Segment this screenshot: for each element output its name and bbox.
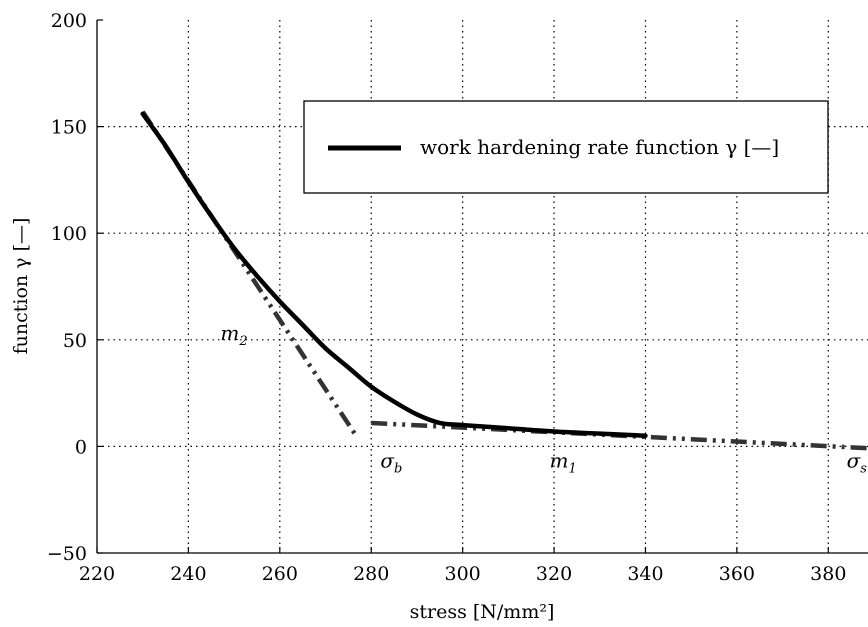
x-tick-label: 360 [719,563,755,585]
legend: work hardening rate function γ [—] [303,100,829,194]
x-tick-label: 260 [262,563,298,585]
y-tick-label: 0 [75,436,87,458]
y-tick-label: −50 [47,543,87,565]
grid-lines [97,20,868,553]
legend-label: work hardening rate function γ [—] [420,135,779,159]
x-tick-label: 220 [79,563,115,585]
series-dashdot-segment [140,110,360,440]
x-tick-label: 300 [445,563,481,585]
y-tick-label: 150 [51,117,87,139]
annotations: m2 σb m1 σs [220,321,867,477]
y-tick-label: 200 [51,10,87,32]
y-tick-label: 100 [51,223,87,245]
axes [96,20,868,554]
x-tick-label: 240 [170,563,206,585]
x-tick-label: 340 [627,563,663,585]
x-tick-label: 280 [353,563,389,585]
series-solid-line [140,111,648,438]
annotation-label: m2 [220,321,247,349]
y-tick-label: 50 [63,330,87,352]
ticks: 220 240 260 280 300 320 340 360 380 −50 0 50 100 150 2… [47,10,847,585]
annotation-label: σb [380,449,402,477]
x-tick-label: 320 [536,563,572,585]
y-axis-label: function γ [—] [10,218,32,355]
annotation-label: σs [847,449,868,477]
x-axis-label: stress [N/mm²] [410,601,555,623]
annotation-label: m1 [549,449,576,477]
series-group [140,110,868,451]
x-tick-label: 380 [810,563,846,585]
